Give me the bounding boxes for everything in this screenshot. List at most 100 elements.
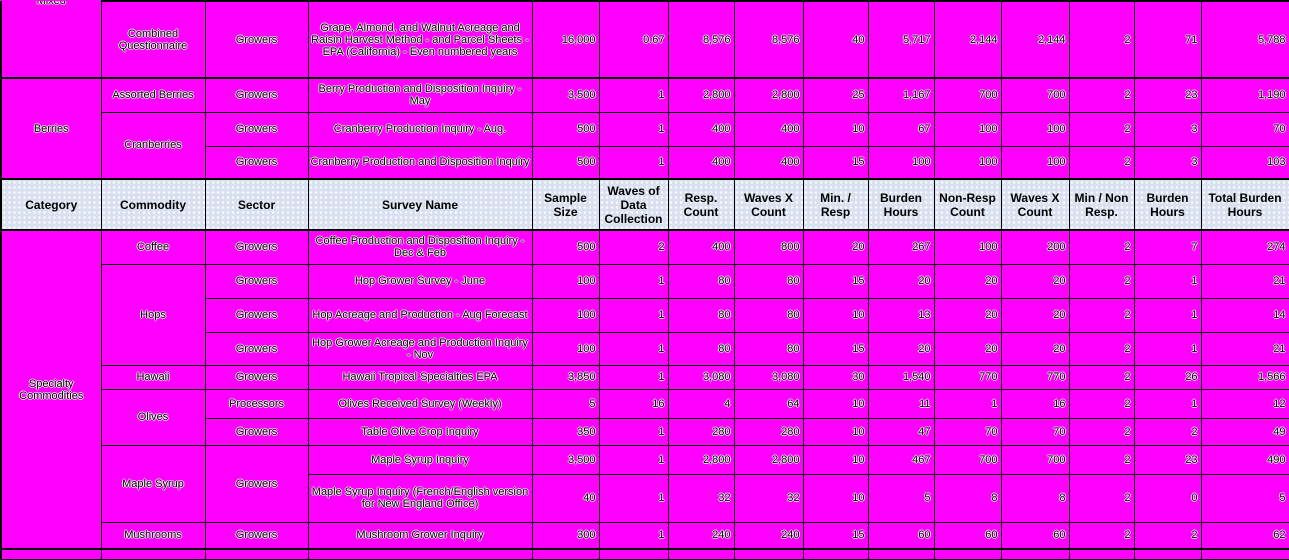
survey-name-cell[interactable]: Mushroom Grower Inquiry (307, 521, 533, 550)
header-cell-resp-count[interactable]: Resp. Count (667, 178, 735, 231)
burden-hours-cell[interactable]: 3 (1133, 145, 1202, 180)
survey-name-cell[interactable]: Cranberry Production and Disposition Inq… (307, 145, 533, 180)
min-resp-cell[interactable]: 30 (802, 364, 869, 390)
cut-off-cell[interactable] (733, 548, 804, 560)
survey-name-cell[interactable]: Maple Syrup Inquiry (French/English vers… (307, 473, 533, 523)
burden-hours-cell[interactable]: 5,717 (867, 0, 935, 79)
burden-hours-cell[interactable]: 67 (867, 111, 935, 147)
commodity-cell[interactable]: Cranberries (100, 111, 206, 180)
burden-hours-cell[interactable]: 20 (867, 263, 935, 299)
header-cell-burden-hours[interactable]: Burden Hours (867, 178, 935, 231)
total-burden-hours-cell[interactable]: 12 (1200, 388, 1289, 419)
total-burden-hours-cell[interactable]: 21 (1200, 263, 1289, 299)
non-resp-count-cell[interactable]: 8 (933, 473, 1002, 523)
resp-count-cell[interactable]: 240 (667, 521, 735, 550)
waves-x-count-cell[interactable]: 64 (733, 388, 804, 419)
cut-off-cell[interactable] (100, 548, 206, 560)
burden-hours-cell[interactable]: 71 (1133, 0, 1202, 79)
non-resp-count-cell[interactable]: 60 (933, 521, 1002, 550)
min-resp-cell[interactable]: 25 (802, 77, 869, 113)
burden-hours-cell[interactable]: 1 (1133, 263, 1202, 299)
waves-x-count-cell[interactable]: 2,800 (733, 444, 804, 475)
sample-size-cell[interactable]: 5 (531, 388, 600, 419)
burden-hours-cell[interactable]: 47 (867, 417, 935, 446)
category-cell[interactable]: Specialty Commodities (0, 229, 102, 550)
resp-count-cell[interactable]: 80 (667, 297, 735, 333)
survey-name-cell[interactable]: Hop Acreage and Production - Aug Forecas… (307, 297, 533, 333)
sector-cell[interactable]: Growers (204, 0, 309, 79)
sample-size-cell[interactable]: 500 (531, 111, 600, 147)
waves-x-count-cell[interactable]: 60 (1000, 521, 1070, 550)
cut-off-cell[interactable] (598, 548, 669, 560)
sample-size-cell[interactable]: 500 (531, 229, 600, 265)
waves-cell[interactable]: 1 (598, 331, 669, 366)
burden-hours-cell[interactable]: 5 (867, 473, 935, 523)
non-resp-count-cell[interactable]: 700 (933, 444, 1002, 475)
waves-x-count-cell[interactable]: 800 (733, 229, 804, 265)
cut-off-cell[interactable] (0, 548, 102, 560)
total-burden-hours-cell[interactable]: 70 (1200, 111, 1289, 147)
min-non-resp-cell[interactable]: 2 (1068, 111, 1135, 147)
min-resp-cell[interactable]: 10 (802, 473, 869, 523)
sector-cell[interactable]: Growers (204, 417, 309, 446)
waves-x-count-cell[interactable]: 70 (1000, 417, 1070, 446)
waves-cell[interactable]: 1 (598, 364, 669, 390)
resp-count-cell[interactable]: 2,800 (667, 444, 735, 475)
min-non-resp-cell[interactable]: 2 (1068, 331, 1135, 366)
non-resp-count-cell[interactable]: 70 (933, 417, 1002, 446)
total-burden-hours-cell[interactable]: 5 (1200, 473, 1289, 523)
total-burden-hours-cell[interactable]: 49 (1200, 417, 1289, 446)
non-resp-count-cell[interactable]: 100 (933, 229, 1002, 265)
waves-x-count-cell[interactable]: 2,144 (1000, 0, 1070, 79)
cut-off-cell[interactable] (667, 548, 735, 560)
min-non-resp-cell[interactable]: 2 (1068, 444, 1135, 475)
min-resp-cell[interactable]: 10 (802, 444, 869, 475)
commodity-cell[interactable]: Maple Syrup (100, 444, 206, 523)
min-non-resp-cell[interactable]: 2 (1068, 229, 1135, 265)
total-burden-hours-cell[interactable]: 62 (1200, 521, 1289, 550)
header-cell-category[interactable]: Category (0, 178, 102, 231)
sector-cell[interactable]: Growers (204, 444, 309, 523)
sector-cell[interactable]: Growers (204, 364, 309, 390)
waves-x-count-cell[interactable]: 3,080 (733, 364, 804, 390)
header-cell-min-resp[interactable]: Min. / Resp (802, 178, 869, 231)
min-non-resp-cell[interactable]: 2 (1068, 77, 1135, 113)
header-cell-waves-x-count-2[interactable]: Waves X Count (1000, 178, 1070, 231)
commodity-cell[interactable]: Mushrooms (100, 521, 206, 550)
header-cell-commodity[interactable]: Commodity (100, 178, 206, 231)
commodity-cell[interactable]: Assorted Berries (100, 77, 206, 113)
resp-count-cell[interactable]: 400 (667, 145, 735, 180)
waves-x-count-cell[interactable]: 100 (1000, 111, 1070, 147)
sector-cell[interactable]: Growers (204, 263, 309, 299)
sample-size-cell[interactable]: 300 (531, 521, 600, 550)
min-non-resp-cell[interactable]: 2 (1068, 388, 1135, 419)
waves-x-count-cell[interactable]: 80 (733, 263, 804, 299)
sample-size-cell[interactable]: 16,000 (531, 0, 600, 79)
header-cell-non-resp-count[interactable]: Non-Resp Count (933, 178, 1002, 231)
waves-x-count-cell[interactable]: 8 (1000, 473, 1070, 523)
total-burden-hours-cell[interactable]: 21 (1200, 331, 1289, 366)
cut-off-cell[interactable] (307, 548, 533, 560)
waves-cell[interactable]: 1 (598, 111, 669, 147)
cut-off-cell[interactable] (204, 548, 309, 560)
survey-name-cell[interactable]: Hawaii Tropical Specialties EPA (307, 364, 533, 390)
waves-cell[interactable]: 0.67 (598, 0, 669, 79)
waves-x-count-cell[interactable]: 770 (1000, 364, 1070, 390)
header-cell-survey-name[interactable]: Survey Name (307, 178, 533, 231)
min-non-resp-cell[interactable]: 2 (1068, 145, 1135, 180)
survey-name-cell[interactable]: Grape, Almond, and Walnut Acreage and Ra… (307, 0, 533, 79)
sector-cell[interactable]: Growers (204, 145, 309, 180)
resp-count-cell[interactable]: 80 (667, 263, 735, 299)
burden-hours-cell[interactable]: 2 (1133, 417, 1202, 446)
commodity-cell[interactable]: Hawaii (100, 364, 206, 390)
sector-cell[interactable]: Growers (204, 331, 309, 366)
resp-count-cell[interactable]: 8,576 (667, 0, 735, 79)
survey-name-cell[interactable]: Cranberry Production Inquiry - Aug. (307, 111, 533, 147)
burden-hours-cell[interactable]: 26 (1133, 364, 1202, 390)
waves-x-count-cell[interactable]: 280 (733, 417, 804, 446)
burden-hours-cell[interactable]: 3 (1133, 111, 1202, 147)
burden-hours-cell[interactable]: 11 (867, 388, 935, 419)
burden-hours-cell[interactable]: 267 (867, 229, 935, 265)
non-resp-count-cell[interactable]: 100 (933, 145, 1002, 180)
total-burden-hours-cell[interactable]: 1,566 (1200, 364, 1289, 390)
